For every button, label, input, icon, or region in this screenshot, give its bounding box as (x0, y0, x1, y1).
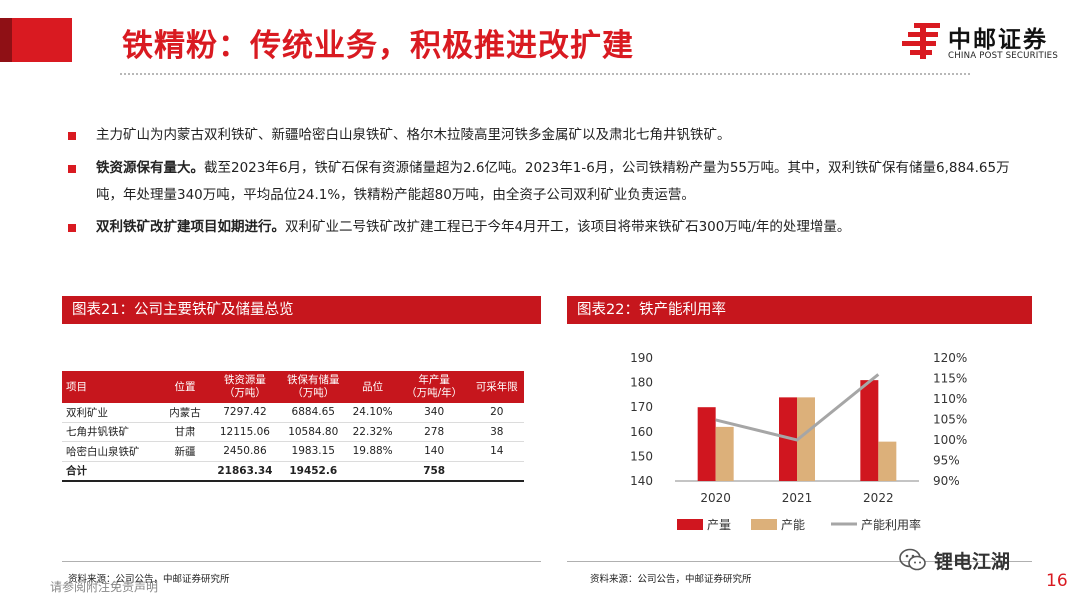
y-left-tick-label: 140 (630, 474, 653, 488)
logo-english-text: CHINA POST SECURITIES (948, 51, 1058, 61)
y-right-tick-label: 100% (933, 433, 967, 447)
y-right-tick-label: 95% (933, 454, 960, 468)
table-cell: 14 (469, 441, 524, 462)
table-total-cell (160, 460, 210, 482)
table-cell: 甘肃 (160, 422, 210, 442)
table-header-cell: 可采年限 (469, 371, 524, 403)
bullet-text: 截至2023年6月，铁矿石保有资源储量超为2.6亿吨。2023年1-6月，公司铁… (96, 160, 1010, 203)
bullet-square-icon (68, 224, 76, 232)
table-header-row: 项目 位置 铁资源量 （万吨） 铁保有储量 （万吨） 品位 年产量 （万吨/年）… (62, 371, 524, 403)
legend-label: 产能利用率 (861, 517, 921, 532)
chart-panel-title: 图表22：铁产能利用率 (567, 296, 1032, 324)
table-cell: 1983.15 (279, 441, 347, 462)
table-cell: 19.88% (346, 441, 399, 462)
legend-swatch (677, 519, 703, 530)
table-header-cell: 项目 (62, 371, 160, 403)
table-cell: 哈密白山泉铁矿 (62, 441, 160, 462)
logo-chinese-text: 中邮证券 (948, 27, 1048, 53)
y-left-tick-label: 190 (630, 351, 653, 365)
bar-output (697, 407, 716, 481)
bar-capacity (878, 441, 897, 481)
y-right-tick-label: 90% (933, 474, 960, 488)
bullet-square-icon (68, 132, 76, 140)
table-cell: 10584.80 (279, 422, 347, 442)
table-cell: 七角井钒铁矿 (62, 422, 160, 442)
table-cell: 内蒙古 (160, 403, 210, 423)
table-row: 双利矿业 内蒙古 7297.42 6884.65 24.10% 340 20 (62, 403, 524, 423)
table-header-cell: 年产量 （万吨/年） (398, 371, 470, 403)
utilization-line (715, 373, 880, 442)
table-total-cell: 合计 (62, 460, 160, 482)
legend-label: 产能 (781, 518, 805, 532)
table-cell: 12115.06 (210, 422, 280, 442)
table-header-cell: 位置 (160, 371, 210, 403)
table-total-row: 合计 21863.34 19452.6 758 (62, 460, 524, 482)
table-total-cell: 758 (398, 460, 470, 482)
table-header-cell: 铁资源量 （万吨） (210, 371, 280, 403)
capacity-utilization-chart: 140 150 160 170 180 190 90% 95% 100% 105% 110% 115%… (630, 351, 967, 532)
panel-footer-rule (567, 561, 1032, 562)
table-total-cell: 21863.34 (210, 460, 280, 482)
table-cell: 20 (469, 403, 524, 423)
y-right-tick-label: 120% (933, 351, 967, 365)
table-cell: 新疆 (160, 441, 210, 462)
table-cell: 140 (398, 441, 470, 462)
table-cell: 340 (398, 403, 470, 423)
y-right-tick-label: 115% (933, 372, 967, 386)
table-row: 哈密白山泉铁矿 新疆 2450.86 1983.15 19.88% 140 14 (62, 441, 524, 462)
table-cell: 双利矿业 (62, 403, 160, 423)
table-cell: 22.32% (346, 422, 399, 442)
legend-label: 产量 (707, 518, 731, 532)
bar-output (860, 380, 879, 481)
y-left-tick-label: 180 (630, 376, 653, 390)
panel-footer-rule (62, 561, 541, 562)
x-tick-label: 2020 (700, 491, 731, 505)
table-header-cell: 品位 (346, 371, 399, 403)
page-title: 铁精粉：传统业务，积极推进改扩建 (122, 28, 634, 64)
y-left-tick-label: 150 (630, 449, 653, 463)
bullet-text: 双利矿业二号铁矿改扩建工程已于今年4月开工，该项目将带来铁矿石300万吨/年的处… (285, 219, 851, 235)
y-right-tick-label: 110% (933, 392, 967, 406)
header-accent-bar (0, 18, 72, 62)
bar-capacity (797, 397, 815, 481)
header-accent-edge (0, 18, 12, 62)
wechat-watermark: 锂电江湖 (898, 542, 1010, 578)
table-header-cell: 铁保有储量 （万吨） (279, 371, 347, 403)
table-panel-title: 图表21：公司主要铁矿及储量总览 (62, 296, 541, 324)
y-right-tick-label: 105% (933, 413, 967, 427)
bar-capacity (715, 426, 734, 481)
china-post-emblem-icon (902, 23, 940, 59)
table-total-cell (346, 460, 399, 482)
bullet-square-icon (68, 165, 76, 173)
legend-swatch (751, 519, 777, 530)
x-tick-label: 2021 (782, 491, 813, 505)
wechat-icon (899, 548, 926, 571)
bullet-text: 主力矿山为内蒙古双利铁矿、新疆哈密白山泉铁矿、格尔木拉陵高里河铁多金属矿以及肃北… (96, 127, 731, 143)
chart-source-note: 资料来源：公司公告，中邮证券研究所 (590, 574, 752, 585)
company-logo: 中邮证券 CHINA POST SECURITIES (898, 18, 1068, 64)
table-cell: 38 (469, 422, 524, 442)
table-cell: 278 (398, 422, 470, 442)
x-tick-label: 2022 (863, 491, 894, 505)
y-left-tick-label: 160 (630, 425, 653, 439)
page-number: 16 (1046, 571, 1068, 591)
table-total-cell: 19452.6 (279, 460, 347, 482)
bullet-bold-text: 铁资源保有量大。 (96, 160, 204, 176)
table-cell: 7297.42 (210, 403, 280, 423)
bullet-bold-text: 双利铁矿改扩建项目如期进行。 (96, 219, 285, 235)
table-cell: 6884.65 (279, 403, 347, 423)
disclaimer-text: 请参阅附注免责声明 (50, 580, 159, 594)
table-cell: 2450.86 (210, 441, 280, 462)
table-row: 七角井钒铁矿 甘肃 12115.06 10584.80 22.32% 278 38 (62, 422, 524, 442)
header-divider (120, 73, 970, 75)
table-source-note: 资料来源：公司公告，中邮证券研究所 (68, 574, 230, 585)
watermark-text: 锂电江湖 (934, 550, 1011, 573)
iron-mine-table: 项目 位置 铁资源量 （万吨） 铁保有储量 （万吨） 品位 年产量 （万吨/年）… (62, 371, 524, 482)
y-left-tick-label: 170 (630, 400, 653, 414)
table-cell: 24.10% (346, 403, 399, 423)
table-total-cell (469, 460, 524, 482)
